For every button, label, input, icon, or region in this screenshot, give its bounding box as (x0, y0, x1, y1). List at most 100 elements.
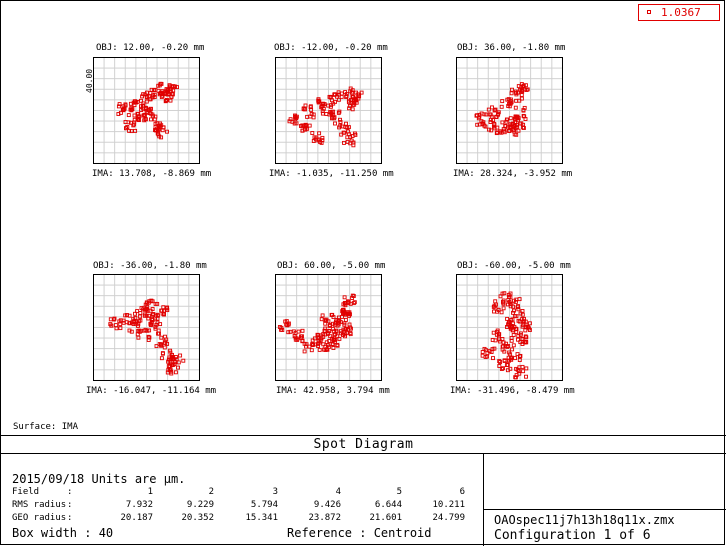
spot-ray-marker (345, 299, 350, 304)
spot-ray-marker (519, 93, 524, 97)
spot-ray-marker (329, 111, 334, 116)
spot-ray-marker (141, 101, 146, 106)
spot-ray-marker (327, 323, 332, 328)
spot-ray-marker (160, 128, 165, 133)
spot-ray-marker (342, 321, 347, 326)
field-3-obj-label: OBJ: 36.00, -1.80 mm (457, 43, 566, 53)
spot-ray-marker (517, 98, 522, 103)
geo-value: 15.341 (245, 513, 278, 523)
spot-ray-marker (118, 326, 123, 331)
spot-ray-marker (309, 348, 314, 353)
spot-ray-marker (311, 112, 316, 117)
spot-ray-marker (501, 301, 506, 306)
spot-ray-marker (336, 110, 341, 115)
spot-ray-marker (159, 356, 164, 361)
spot-ray-marker (527, 321, 532, 326)
spot-ray-marker (491, 330, 496, 335)
spot-ray-marker (499, 104, 504, 109)
spot-ray-marker (498, 360, 503, 364)
spot-ray-marker (337, 336, 342, 341)
spot-ray-marker (136, 111, 141, 116)
scale-label: 40.00 (85, 68, 94, 93)
spot-ray-marker (170, 91, 175, 96)
spot-ray-marker (146, 313, 151, 318)
plot-title: Spot Diagram (1, 435, 726, 454)
spot-ray-marker (491, 356, 495, 361)
spot-ray-marker (309, 112, 314, 116)
spot-ray-marker (336, 90, 341, 95)
spot-ray-marker (342, 295, 347, 300)
spot-ray-marker (340, 124, 345, 129)
spot-ray-marker (329, 98, 334, 103)
spot-ray-marker (509, 301, 514, 306)
spot-ray-marker (308, 105, 313, 110)
spot-ray-marker (173, 360, 178, 365)
surface-label: Surface: IMA (13, 422, 79, 432)
spot-ray-marker (332, 92, 337, 97)
spot-ray-marker (524, 335, 529, 340)
spot-ray-marker (500, 347, 505, 352)
spot-ray-marker (332, 337, 337, 342)
spot-ray-marker (497, 332, 502, 337)
spot-ray-marker (348, 325, 352, 330)
spot-ray-marker (123, 103, 128, 108)
spot-ray-marker (343, 312, 348, 317)
spot-ray-marker (504, 117, 509, 122)
spot-ray-marker (517, 365, 522, 370)
spot-ray-marker (480, 350, 485, 354)
spot-ray-marker (329, 103, 334, 108)
spot-ray-marker (509, 325, 514, 330)
spot-ray-marker (108, 317, 113, 322)
spot-ray-marker (492, 108, 497, 113)
spot-ray-marker (513, 114, 518, 119)
spot-ray-marker (348, 135, 353, 139)
spot-ray-marker (322, 329, 327, 334)
spot-ray-marker (475, 122, 480, 127)
spot-ray-marker (521, 369, 526, 374)
spot-field-6 (480, 291, 532, 380)
spot-ray-marker (139, 328, 144, 333)
spot-ray-marker (341, 311, 345, 316)
spot-ray-marker (516, 84, 521, 89)
field-2-obj-label: OBJ: -12.00, -0.20 mm (274, 43, 388, 53)
spot-ray-marker (145, 308, 150, 313)
spot-ray-marker (325, 347, 330, 352)
spot-ray-marker (338, 119, 343, 124)
spot-ray-marker (518, 311, 523, 316)
spot-ray-marker (154, 322, 159, 327)
spot-ray-marker (521, 108, 526, 113)
spot-ray-marker (293, 337, 298, 342)
spot-ray-marker (127, 313, 132, 318)
spot-ray-marker (280, 328, 285, 332)
field-number: 6 (459, 487, 465, 497)
spot-ray-marker (344, 330, 349, 335)
spot-ray-marker (341, 332, 345, 337)
spot-ray-marker (144, 99, 149, 104)
spot-ray-marker (350, 293, 355, 298)
spot-ray-marker (494, 302, 498, 307)
spot-ray-marker (173, 370, 178, 375)
spot-ray-marker (524, 88, 529, 92)
spot-ray-marker (346, 311, 351, 316)
spot-ray-marker (513, 105, 518, 110)
spot-ray-marker (166, 88, 170, 93)
spot-ray-marker (509, 91, 514, 96)
file-divider (484, 509, 726, 510)
spot-ray-marker (178, 353, 183, 358)
spot-ray-marker (332, 329, 337, 334)
spot-ray-marker (513, 299, 518, 304)
rms-value: 9.426 (313, 500, 341, 510)
spot-ray-marker (317, 131, 322, 136)
spot-ray-marker (133, 99, 138, 104)
spot-ray-marker (131, 322, 136, 327)
spot-ray-marker (513, 125, 518, 130)
spot-ray-marker (349, 98, 353, 102)
geo-value: 20.187 (120, 513, 153, 523)
spot-ray-marker (155, 301, 160, 306)
spot-ray-marker (523, 340, 527, 345)
spot-ray-marker (353, 132, 358, 137)
spot-ray-marker (510, 317, 515, 322)
spot-ray-marker (480, 353, 485, 358)
spot-ray-marker (331, 346, 336, 350)
spot-ray-marker (513, 120, 518, 125)
